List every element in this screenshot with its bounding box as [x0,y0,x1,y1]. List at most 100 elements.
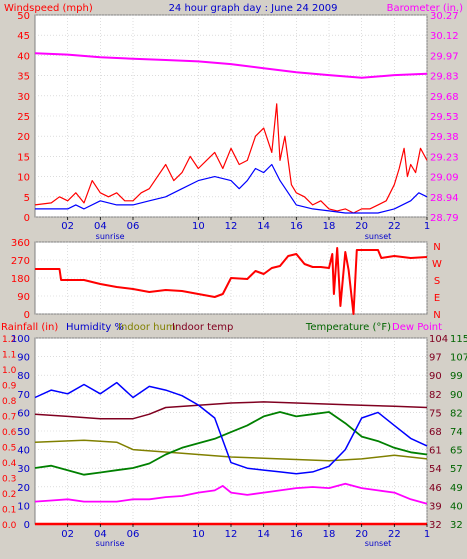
temperature-axis-label: Temperature (°F) [305,322,391,333]
barometer-tick: 29.97 [430,51,459,62]
indoor-temp-label: Indoor temp [172,322,233,333]
windspeed-tick: 0 [24,213,30,224]
panel-3-x-tick-label: 04 [94,529,107,540]
humidity-tick: 20 [17,483,30,494]
temperature-alt-tick: 104 [429,334,448,345]
barometer-tick: 30.27 [430,11,459,22]
temperature-tick: 49 [450,483,463,494]
humidity-tick: 40 [17,446,30,457]
panel-1-series [34,52,428,214]
temperature-tick: 99 [450,371,463,382]
windspeed-tick: 10 [17,173,30,184]
temperature-alt-tick: 75 [429,408,442,419]
panel-1-x-tick-labels: 02 04 06 10 12 14 16 18 20 22 1 [61,217,430,232]
direction-degree-tick: 0 [24,310,30,321]
temperature-alt-tick: 39 [429,501,442,512]
temperature-alt-tick: 82 [429,390,442,401]
windspeed-tick-labels: 0 5 10 15 20 25 30 35 40 45 50 [17,11,30,224]
humidity-tick: 0 [24,520,30,531]
humidity-tick: 90 [17,353,30,364]
temperature-tick: 82 [450,408,463,419]
humidity-tick: 60 [17,408,30,419]
humidity-tick: 50 [17,427,30,438]
barometer-line [34,52,428,79]
temperature-tick: 65 [450,446,463,457]
wind-direction-line [35,247,428,315]
indoor-hum-line [34,439,428,462]
humidity-line [34,381,428,475]
humidity-tick: 10 [17,501,30,512]
panel-3-x-tick-label: 1 [424,529,430,540]
rainfall-tick: 0.9 [2,382,17,392]
direction-degree-tick: 270 [11,256,30,267]
windspeed-axis-label: Windspeed (mph) [4,3,93,14]
panel-rain-humidity-temperature: 0.00.10.20.30.40.50.60.70.80.91.01.11.2 … [2,334,467,548]
temperature-tick: 90 [450,390,463,401]
temperature-alt-tick: 90 [429,371,442,382]
wind-average-line [35,163,428,214]
panel-1-x-tick-label: 1 [424,221,430,232]
windspeed-tick: 35 [17,72,30,83]
windspeed-tick: 30 [17,92,30,103]
panel-wind-barometer: 0 5 10 15 20 25 30 35 40 45 50 28.79 28.94 29.09 29.2… [17,11,458,241]
barometer-tick-labels: 28.79 28.94 29.09 29.23 29.38 29.53 29.68 29.83… [430,11,459,224]
panel-2-series [35,247,428,315]
barometer-tick: 29.23 [430,152,459,163]
rainfall-tick: 0.4 [2,459,17,469]
temperature-tick-labels: 32 40 49 57 65 74 82 90 99 107 115 [450,334,467,531]
sunrise-label: sunrise [96,232,125,241]
windspeed-tick: 40 [17,51,30,62]
panel-3-x-tick-label: 14 [257,529,270,540]
graph-title: 24 hour graph day : June 24 2009 [169,3,338,14]
indoor-hum-label: Indoor hum [118,322,176,333]
barometer-tick: 29.68 [430,92,459,103]
temperature-alt-tick: 97 [429,353,442,364]
rainfall-tick: 0.8 [2,397,17,407]
panel-3-sun-labels: sunrise sunset [96,539,392,548]
windspeed-tick: 20 [17,132,30,143]
direction-compass-tick: N [433,242,440,253]
temperature-alt-tick-labels: 32 39 46 54 61 68 75 82 90 97 104 [429,334,448,531]
barometer-axis-label: Barometer (in.) [387,3,463,14]
panel-3-x-tick-labels: 02 04 06 10 12 14 16 18 20 22 1 [61,524,430,540]
direction-degree-tick: 180 [11,274,30,285]
windspeed-tick: 5 [24,193,30,204]
direction-degree-tick: 90 [17,292,30,303]
temperature-alt-tick: 54 [429,464,442,475]
sunset-label: sunset [365,232,392,241]
panel-1-x-tick-label: 06 [127,221,140,232]
windspeed-tick: 25 [17,112,30,123]
temperature-tick: 115 [450,334,467,345]
rainfall-tick-labels: 0.0 0.1 0.2 0.3 0.4 0.5 0.6 0.7 0.8 0.9 1.0 1.1 1.2 [2,335,17,531]
panel-1-sun-labels: sunrise sunset [96,232,392,241]
sunset-label: sunset [365,539,392,548]
rainfall-tick: 0.7 [2,413,16,423]
panel-3-x-tick-label: 06 [127,529,140,540]
rainfall-tick: 0.5 [2,444,16,454]
rainfall-tick: 0.2 [2,490,16,500]
temperature-tick: 32 [450,520,463,531]
rainfall-axis-label: Rainfall (in) [1,322,58,333]
temperature-line [34,411,428,476]
panel-3-x-tick-label: 12 [225,529,238,540]
direction-compass-tick: N [433,310,440,321]
panel-1-x-tick-label: 16 [290,221,303,232]
temperature-tick: 40 [450,501,463,512]
panel-1-x-tick-label: 10 [192,221,205,232]
humidity-axis-label: Humidity % [66,322,124,333]
windspeed-tick: 45 [17,31,30,42]
panel-3-x-tick-label: 02 [61,529,74,540]
barometer-tick: 29.83 [430,72,459,83]
rainfall-tick: 1.2 [2,335,16,345]
panel-3-x-tick-label: 18 [323,529,336,540]
panel-1-x-tick-label: 04 [94,221,107,232]
temperature-alt-tick: 61 [429,446,442,457]
humidity-tick: 30 [17,464,30,475]
wind-gust-line [34,103,428,214]
temperature-tick: 107 [450,353,467,364]
panel-1-x-tick-label: 22 [388,221,401,232]
rainfall-tick: 0.1 [2,506,16,516]
rainfall-tick: 1.0 [2,366,17,376]
